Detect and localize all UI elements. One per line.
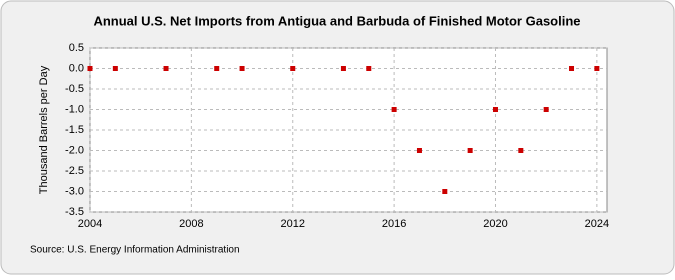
- x-tick-label: 2008: [179, 218, 203, 230]
- point: [87, 66, 93, 71]
- y-tick-label: -2.5: [65, 165, 84, 177]
- x-tick-label: 2012: [281, 218, 305, 230]
- point: [492, 107, 498, 112]
- y-tick-label: 0.0: [69, 62, 84, 74]
- point: [239, 66, 245, 71]
- point: [391, 107, 397, 112]
- y-axis-label: Thousand Barrels per Day: [38, 65, 50, 194]
- point: [442, 189, 448, 194]
- point: [112, 66, 118, 71]
- point: [366, 66, 372, 71]
- point: [543, 107, 549, 112]
- x-tick-label: 2016: [382, 218, 406, 230]
- source: Source: U.S. Energy Information Administ…: [30, 245, 240, 256]
- x-tick-label: 2004: [78, 218, 102, 230]
- point: [214, 66, 220, 71]
- point: [163, 66, 169, 71]
- point: [518, 148, 524, 153]
- y-tick-label: -1.0: [65, 103, 84, 115]
- point: [340, 66, 346, 71]
- y-tick-label: -2.0: [65, 144, 84, 156]
- point: [594, 66, 600, 71]
- x-tick-label: 2024: [585, 218, 609, 230]
- y-tick-label: -3.5: [65, 206, 84, 218]
- point: [569, 66, 575, 71]
- point: [416, 148, 422, 153]
- y-tick-label: -0.5: [65, 83, 84, 95]
- y-tick-label: -3.0: [65, 185, 84, 197]
- y-tick-label: -1.5: [65, 124, 84, 136]
- y-tick-label: 0.5: [69, 42, 84, 54]
- point: [290, 66, 296, 71]
- chart-title: Annual U.S. Net Imports from Antigua and…: [93, 13, 580, 28]
- x-tick-label: 2020: [483, 218, 507, 230]
- point: [467, 148, 473, 153]
